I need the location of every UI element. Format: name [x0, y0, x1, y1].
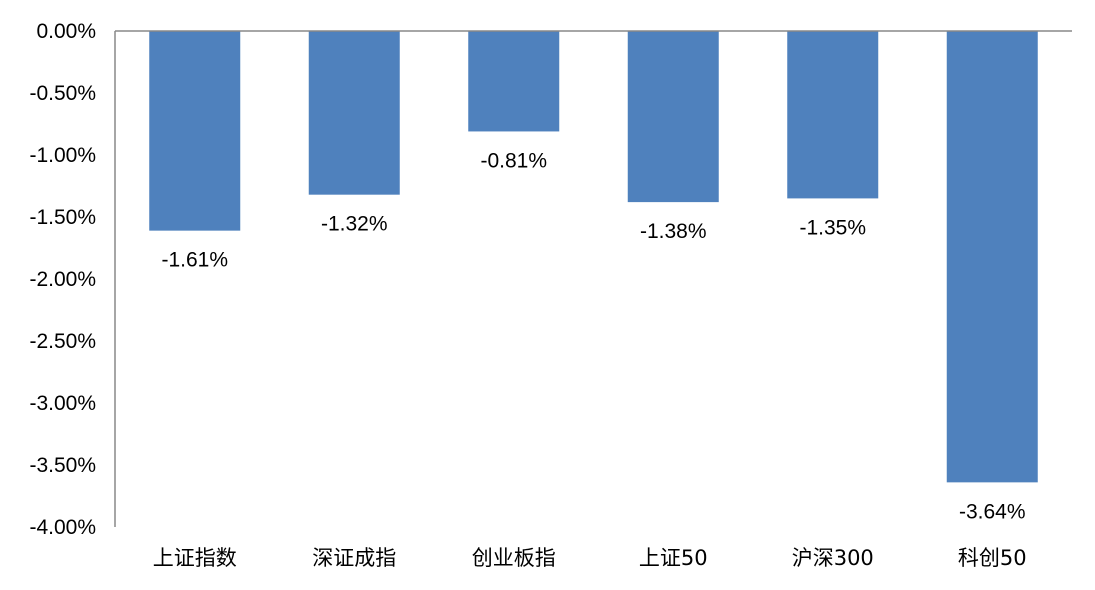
y-axis-tick-labels: 0.00% -0.50% -1.00% -1.50% -2.00% -2.50% -3.00…: [29, 20, 96, 539]
bar: [946, 31, 1038, 483]
data-label: -1.61%: [161, 249, 228, 272]
y-tick-label: -1.50%: [29, 206, 96, 229]
y-tick-label: -2.50%: [29, 330, 96, 353]
bar-series: [149, 31, 1038, 483]
category-label: 上证指数: [153, 546, 237, 570]
data-label: -1.35%: [799, 216, 866, 239]
data-label: -1.32%: [321, 213, 388, 236]
y-tick-label: -4.00%: [29, 516, 96, 539]
data-label: -3.64%: [959, 500, 1026, 523]
bar: [149, 31, 241, 231]
y-tick-label: -2.00%: [29, 268, 96, 291]
category-label: 创业板指: [472, 546, 556, 570]
y-tick-label: 0.00%: [36, 20, 96, 43]
data-labels: -1.61% -1.32% -0.81% -1.38% -1.35% -3.64%: [161, 149, 1025, 523]
bar: [308, 31, 400, 195]
data-label: -0.81%: [480, 149, 547, 172]
category-label: 科创50: [958, 546, 1027, 570]
category-label: 深证成指: [312, 546, 396, 570]
bar: [468, 31, 560, 132]
category-label: 上证50: [639, 546, 708, 570]
bar: [627, 31, 719, 203]
y-tick-label: -3.50%: [29, 454, 96, 477]
y-tick-label: -3.00%: [29, 392, 96, 415]
y-tick-label: -0.50%: [29, 82, 96, 105]
category-label: 沪深300: [792, 546, 874, 570]
bar: [787, 31, 879, 199]
x-axis-category-labels: 上证指数 深证成指 创业板指 上证50 沪深300 科创50: [153, 546, 1027, 570]
data-label: -1.38%: [640, 220, 707, 243]
y-tick-label: -1.00%: [29, 144, 96, 167]
